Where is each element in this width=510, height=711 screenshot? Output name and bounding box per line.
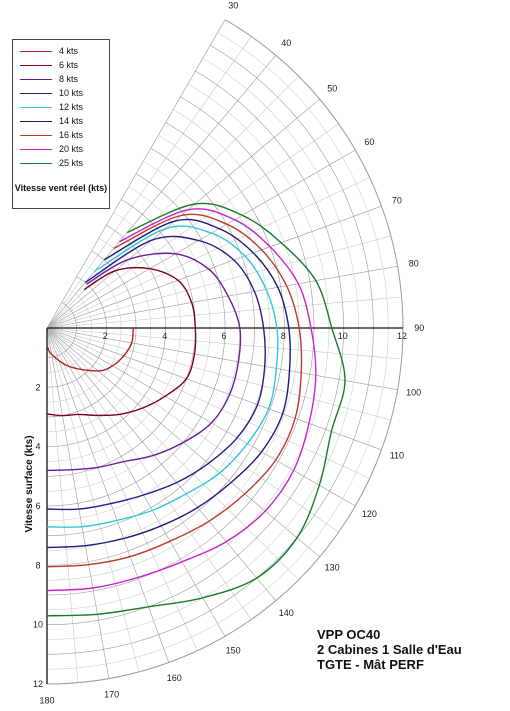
radial-tick-label-horizontal: 12 [397,331,407,341]
caption-line-2: 2 Cabines 1 Salle d'Eau [317,642,462,657]
legend-item: 12 kts [13,101,109,115]
grid-arc [46,302,77,358]
angle-tick-label: 100 [406,388,421,398]
chart-legend: Vitesse vent réel (kts) 4 kts 6 kts 8 kts 1… [12,39,110,209]
grid-arc [46,289,92,373]
legend-label: 8 kts [59,74,79,84]
angle-tick-label: 40 [281,38,291,48]
radial-tick-label-horizontal: 8 [281,331,286,341]
angle-tick-label: 30 [228,1,238,11]
chart-caption: VPP OC40 2 Cabines 1 Salle d'Eau TGTE - … [317,627,462,672]
grid-arc [46,32,389,670]
grid-arc [46,83,330,611]
grid-arc [46,19,404,685]
series-line-4-kts [46,327,134,372]
legend-label: 4 kts [59,46,79,56]
radial-tick-label-horizontal: 2 [103,331,108,341]
legend-swatch [20,79,52,80]
legend-item: 4 kts [13,45,109,59]
angle-tick-label: 170 [104,690,119,700]
radial-tick-label-vertical: 10 [33,620,43,630]
legend-swatch [20,107,52,108]
series-line-20-kts [46,208,317,592]
grid-arc [46,314,63,344]
radial-tick-label-vertical: 8 [35,560,40,570]
caption-line-1: VPP OC40 [317,627,381,642]
legend-label: 10 kts [59,88,84,98]
grid-arc [46,186,211,492]
angle-tick-label: 120 [362,509,377,519]
legend-item: 20 kts [13,143,109,157]
series-line-6-kts [46,267,197,417]
legend-item: 16 kts [13,129,109,143]
series-layer [46,202,346,617]
series-line-14-kts [46,218,291,549]
angle-tick-label: 110 [390,450,404,460]
legend-item: 14 kts [13,115,109,129]
angle-tick-label: 70 [392,196,402,206]
legend-swatch [20,121,52,122]
grid-arc [46,237,152,433]
grid-arc [46,147,255,536]
legend-swatch [20,163,52,164]
legend-swatch [20,65,52,66]
radial-tick-label-horizontal: 6 [221,331,226,341]
grid-arc [46,173,226,507]
angle-tick-label: 150 [226,645,241,655]
radial-tick-label-vertical: 12 [33,679,43,689]
radial-tick-label-vertical: 2 [35,382,40,392]
radial-tick-label-horizontal: 10 [338,331,348,341]
series-line-25-kts [46,202,346,617]
series-line-12-kts [46,225,279,528]
angle-tick-label: 140 [279,608,294,618]
legend-label: 14 kts [59,116,84,126]
radial-tick-label-vertical: 4 [35,442,40,452]
legend-label: 6 kts [59,60,79,70]
legend-label: 25 kts [59,158,84,168]
grid-arc [46,276,107,388]
grid-arc [46,57,359,640]
angle-tick-label: 130 [325,562,340,572]
series-line-8-kts [46,252,242,472]
caption-line-3: TGTE - Mât PERF [317,657,424,672]
angle-tick-label: 60 [364,137,374,147]
radial-tick-label-horizontal: 4 [162,331,167,341]
grid-arc [46,45,374,655]
radial-axis-title: Vitesse surface (kts) [24,435,35,532]
legend-swatch [20,135,52,136]
grid-arc [46,250,137,418]
legend-label: 20 kts [59,144,84,154]
legend-item: 10 kts [13,87,109,101]
legend-title: Vitesse vent réel (kts) [14,183,108,193]
legend-swatch [20,93,52,94]
grid-arc [46,263,122,403]
legend-item: 25 kts [13,157,109,171]
radial-tick-label-vertical: 6 [35,501,40,511]
grid-arc [46,70,344,625]
angle-tick-label: 50 [327,84,337,94]
legend-label: 12 kts [59,102,84,112]
angle-tick-label: 90 [414,323,424,333]
grid-arc [46,160,241,522]
legend-item: 6 kts [13,59,109,73]
legend-swatch [20,51,52,52]
polar-grid [46,19,404,685]
grid-arc [46,109,300,581]
series-line-16-kts [46,213,303,568]
angle-tick-label: 180 [39,695,54,705]
angle-tick-label: 80 [409,258,419,268]
series-line-10-kts [46,235,266,511]
grid-arc [46,122,285,566]
legend-swatch [20,149,52,150]
grid-arc [46,212,181,462]
tick-labels: 2 2 4 4 6 6 8 8 10 10 12 12 30 40 50 60 70 80 90 100 110 120 1… [33,1,424,706]
grid-arc [46,224,166,447]
legend-item: 8 kts [13,73,109,87]
legend-label: 16 kts [59,130,84,140]
angle-tick-label: 160 [167,673,182,683]
